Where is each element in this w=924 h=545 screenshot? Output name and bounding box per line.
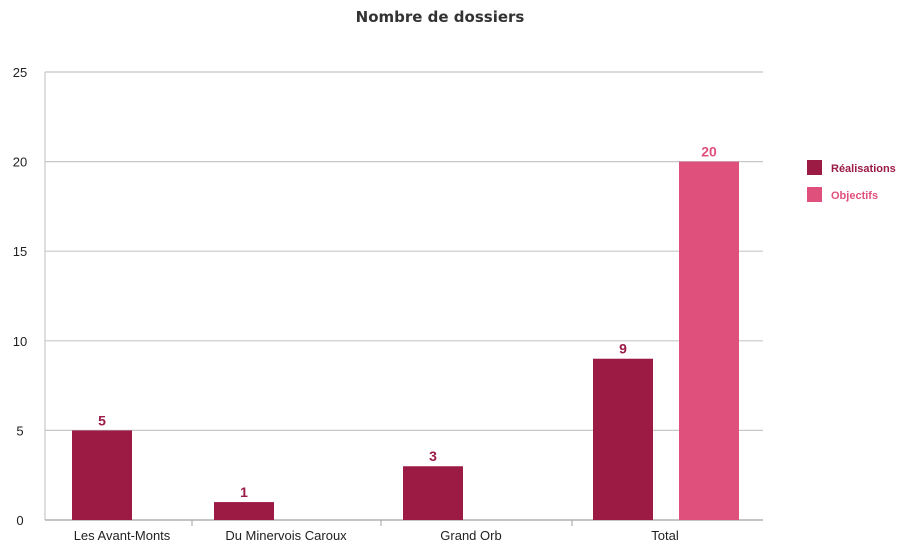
y-tick-label: 15 [13, 244, 27, 259]
data-label-realisations-3: 3 [429, 448, 437, 464]
x-category-label: Total [651, 528, 679, 543]
bar-realisations-2 [214, 502, 274, 520]
y-tick-label: 20 [13, 155, 27, 170]
data-label-realisations-2: 1 [240, 484, 248, 500]
bar-realisations-4 [593, 358, 653, 520]
x-category-label: Grand Orb [440, 528, 501, 543]
chart-title: Nombre de dossiers [355, 8, 525, 26]
legend-label-objectifs: Objectifs [831, 190, 878, 202]
y-tick-label: 5 [16, 423, 23, 438]
data-label-realisations-4: 9 [619, 341, 627, 357]
bar-realisations-3 [403, 466, 463, 520]
legend-swatch-realisations [807, 160, 822, 175]
bar-objectifs-4 [679, 161, 739, 520]
y-tick-label: 25 [13, 65, 27, 80]
legend-label-realisations: Réalisations [831, 163, 896, 175]
data-label-realisations-1: 5 [98, 412, 106, 428]
y-tick-label: 0 [16, 513, 23, 528]
legend-swatch-objectifs [807, 187, 822, 202]
x-category-label: Du Minervois Caroux [225, 528, 347, 543]
y-tick-label: 10 [13, 334, 27, 349]
x-category-label: Les Avant-Monts [74, 528, 171, 543]
bar-realisations-1 [72, 430, 132, 520]
data-label-objectifs-4: 20 [701, 144, 717, 160]
